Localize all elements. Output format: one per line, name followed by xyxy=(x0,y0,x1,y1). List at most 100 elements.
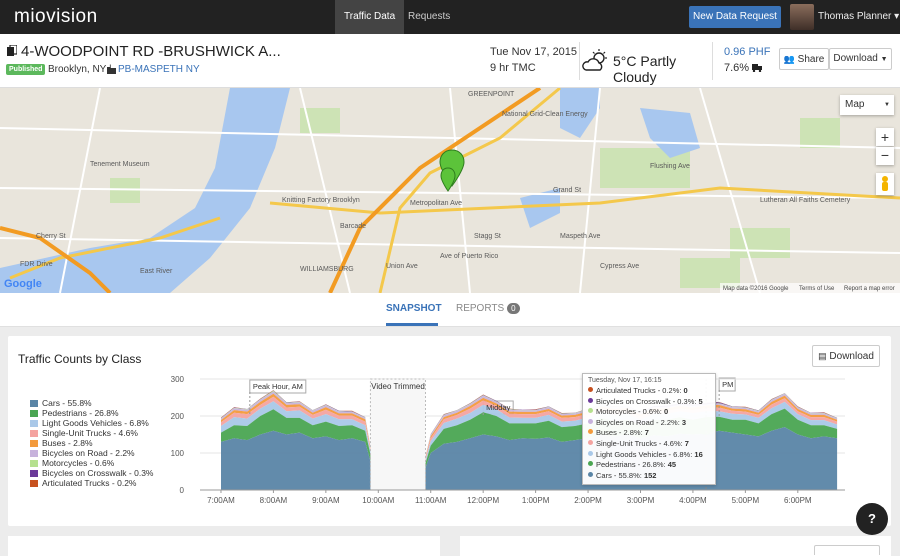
help-icon: ? xyxy=(868,511,876,526)
map-label-cherry-st: Cherry St xyxy=(36,233,66,240)
users-icon: 👥 xyxy=(783,54,795,64)
phf-value: 0.96 PHF xyxy=(724,46,771,58)
nav-tab-requests[interactable]: Requests xyxy=(408,11,451,22)
map-canvas[interactable]: GREENPOINT National Grid-Clean Energy Gr… xyxy=(0,88,900,293)
caret-down-icon: ▼ xyxy=(884,102,890,108)
legend-item[interactable]: Bicycles on Road - 2.2% xyxy=(30,448,153,458)
legend-item[interactable]: Bicycles on Crosswalk - 0.3% xyxy=(30,468,153,478)
tooltip-label: Bicycles on Crosswalk - 0.3% xyxy=(596,396,695,406)
intersection-volumes-panel xyxy=(8,536,440,556)
tooltip-separator: : xyxy=(680,438,685,448)
user-avatar[interactable] xyxy=(790,4,814,30)
legend-label: Pedestrians - 26.8% xyxy=(42,408,119,418)
map-marker-icon[interactable] xyxy=(439,149,465,192)
map-label-national-grid: National Grid-Clean Energy xyxy=(502,111,588,118)
truck-icon xyxy=(752,64,762,72)
nav-tab-traffic-data[interactable]: Traffic Data xyxy=(335,0,405,34)
tooltip-row: Bicycles on Road - 2.2%: 3 xyxy=(588,418,710,429)
tab-reports[interactable]: REPORTS 0 xyxy=(456,303,520,314)
legend-swatch xyxy=(30,450,38,457)
tooltip-series-dot xyxy=(588,418,593,424)
user-menu[interactable]: Thomas Planner ▾ xyxy=(818,11,900,22)
legend-swatch xyxy=(30,440,38,447)
map-attribution: Map data ©2016 Google xyxy=(723,285,789,292)
legend-swatch xyxy=(30,400,38,407)
tooltip-separator: : xyxy=(694,396,699,406)
map-label-barcade: Barcade xyxy=(340,223,366,230)
tooltip-separator: : xyxy=(639,470,644,480)
tooltip-row: Single-Unit Trucks - 4.6%: 7 xyxy=(588,439,710,450)
tab-snapshot[interactable]: SNAPSHOT xyxy=(386,303,442,314)
tooltip-series-dot xyxy=(588,439,593,445)
legend-label: Motorcycles - 0.6% xyxy=(42,458,115,468)
legend-swatch xyxy=(30,430,38,437)
traffic-counts-panel: Traffic Counts by Class ▤ Download Cars … xyxy=(8,336,891,526)
tooltip-label: Articulated Trucks - 0.2% xyxy=(596,386,680,395)
tooltip-series-dot xyxy=(588,429,593,435)
tooltip-label: Buses - 2.8% xyxy=(596,428,641,438)
legend-item[interactable]: Motorcycles - 0.6% xyxy=(30,458,153,468)
miovision-logo[interactable]: miovision xyxy=(14,6,98,27)
tooltip-series-dot xyxy=(588,450,593,456)
download-dropdown-button[interactable]: Download ▼ xyxy=(829,48,892,70)
download-label: Download xyxy=(833,53,878,64)
tooltip-label: Bicycles on Road - 2.2% xyxy=(596,417,678,427)
tooltip-separator: : xyxy=(679,386,684,395)
tooltip-separator: : xyxy=(659,407,664,417)
share-button[interactable]: 👥 Share xyxy=(779,48,829,70)
project-link[interactable]: PB-MASPETH NY xyxy=(118,64,200,75)
legend-item[interactable]: Light Goods Vehicles - 6.8% xyxy=(30,418,153,428)
tooltip-row: Buses - 2.8%: 7 xyxy=(588,428,710,439)
status-badge: Published xyxy=(6,64,46,75)
map-label-stagg-st: Stagg St xyxy=(474,233,501,240)
legend-item[interactable]: Pedestrians - 26.8% xyxy=(30,408,153,418)
legend-item[interactable]: Buses - 2.8% xyxy=(30,438,153,448)
tooltip-separator: : xyxy=(663,460,668,470)
legend-swatch xyxy=(30,420,38,427)
legend-label: Cars - 55.8% xyxy=(42,398,92,408)
tooltip-label: Light Goods Vehicles - 6.8% xyxy=(596,449,691,459)
street-view-pegman-icon[interactable] xyxy=(876,173,894,195)
map-label-maspeth-ave: Maspeth Ave xyxy=(560,233,600,240)
tooltip-label: Single-Unit Trucks - 4.6% xyxy=(596,438,681,448)
tooltip-label: Cars - 55.8% xyxy=(596,470,640,480)
chart-download-button[interactable]: ▤ Download xyxy=(812,345,880,367)
tab-active-indicator xyxy=(386,323,438,326)
legend-label: Light Goods Vehicles - 6.8% xyxy=(42,418,149,428)
legend-item[interactable]: Cars - 55.8% xyxy=(30,398,153,408)
map-label-williamsburg: WILLIAMSBURG xyxy=(300,266,354,273)
terms-of-use-link[interactable]: Terms of Use xyxy=(799,286,835,292)
chart-download-label: Download xyxy=(829,351,874,362)
map-type-label: Map xyxy=(845,99,865,110)
tooltip-row: Articulated Trucks - 0.2%: 0 xyxy=(588,386,710,397)
map-type-select[interactable]: Map ▼ xyxy=(840,95,894,115)
tooltip-value: 0 xyxy=(663,407,669,417)
tooltip-series-dot xyxy=(588,461,593,467)
tooltip-series-dot xyxy=(588,471,593,477)
study-duration: 9 hr TMC xyxy=(490,62,536,74)
map-view[interactable]: GREENPOINT National Grid-Clean Energy Gr… xyxy=(0,88,900,293)
tooltip-separator: : xyxy=(677,417,682,427)
tooltip-row: Bicycles on Crosswalk - 0.3%: 5 xyxy=(588,397,710,408)
map-label-flushing-ave: Flushing Ave xyxy=(650,163,690,170)
secondary-panel-button[interactable] xyxy=(814,545,880,555)
truck-percent: 7.6% xyxy=(724,62,750,74)
zoom-out-button[interactable]: − xyxy=(876,147,894,165)
report-map-error-link[interactable]: Report a map error xyxy=(844,286,895,292)
new-data-request-button[interactable]: New Data Request xyxy=(689,6,781,28)
tooltip-value: 152 xyxy=(643,470,657,480)
tooltip-row: Cars - 55.8%: 152 xyxy=(588,471,710,482)
zoom-in-button[interactable]: + xyxy=(876,128,894,146)
tab-reports-label: REPORTS xyxy=(456,303,505,314)
help-button[interactable]: ? xyxy=(856,503,888,535)
map-label-grand-st: Grand St xyxy=(553,187,581,194)
weather-panel: 5°C Partly Cloudy xyxy=(579,42,713,85)
legend-label: Buses - 2.8% xyxy=(42,438,93,448)
map-label-metropolitan-ave: Metropolitan Ave xyxy=(410,200,462,207)
legend-item[interactable]: Articulated Trucks - 0.2% xyxy=(30,478,153,488)
tooltip-value: 3 xyxy=(681,417,687,427)
legend-item[interactable]: Single-Unit Trucks - 4.6% xyxy=(30,428,153,438)
google-logo[interactable]: Google xyxy=(4,278,42,290)
legend-swatch xyxy=(30,410,38,417)
copy-icon[interactable] xyxy=(7,45,17,57)
